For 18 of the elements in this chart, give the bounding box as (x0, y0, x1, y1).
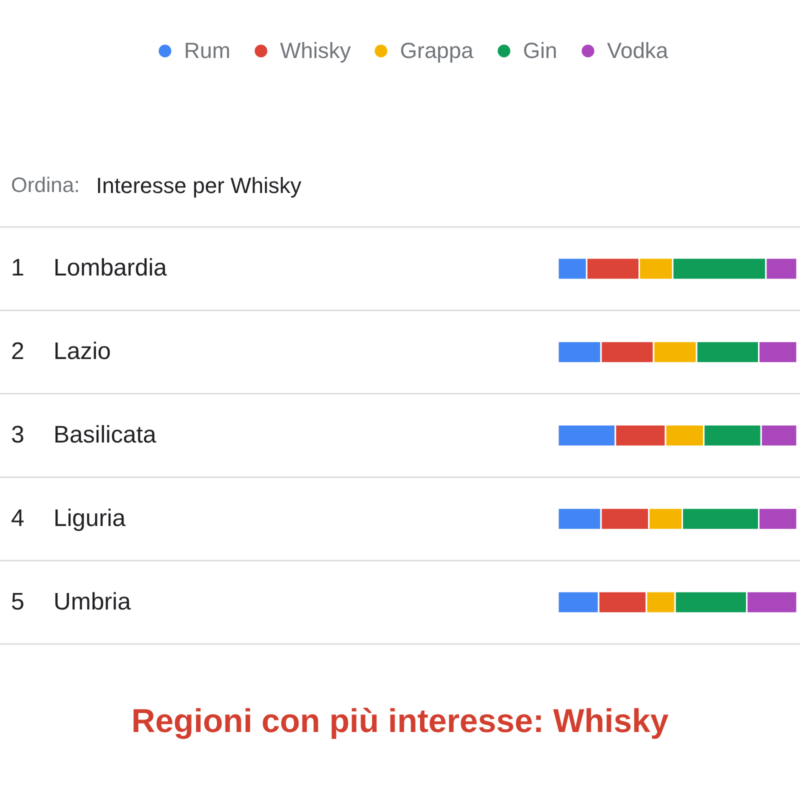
legend-label: Whisky (280, 38, 351, 63)
legend-label: Rum (184, 38, 230, 63)
text: 5 (11, 588, 24, 616)
y-tick-label: Basilicata (54, 422, 157, 448)
text: 1 (11, 254, 24, 282)
text: Interesse per Whisky (96, 173, 302, 198)
legend-label: Grappa (400, 38, 474, 63)
text: Regioni con più interesse: Whisky (131, 702, 670, 739)
text: 3 (11, 422, 24, 448)
text: Ordina: (11, 174, 80, 197)
y-tick-label: Lombardia (54, 254, 168, 282)
legend-label: Vodka (607, 38, 669, 63)
y-tick-label: Liguria (54, 504, 126, 532)
text: 2 (11, 338, 24, 366)
y-tick-label: Lazio (54, 338, 111, 366)
legend-label: Gin (523, 38, 558, 63)
y-tick-label: Umbria (54, 588, 132, 616)
text: 4 (11, 504, 24, 532)
